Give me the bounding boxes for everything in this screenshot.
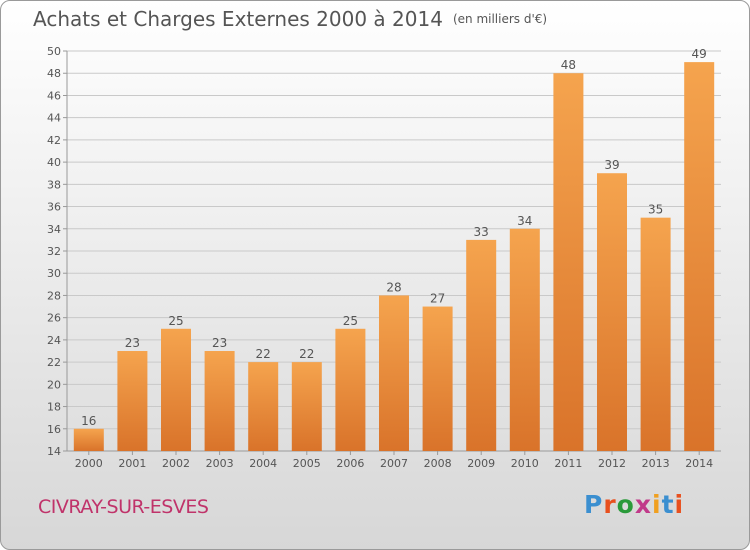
title-unit: (en milliers d'€) [452,12,548,26]
value-label: 27 [430,292,445,306]
bar [291,362,322,451]
y-tick-label: 20 [47,378,61,391]
y-tick-label: 40 [47,156,61,169]
bar [335,328,366,451]
value-label: 23 [125,336,140,350]
title-text: Achats et Charges Externes 2000 à 2014 [33,7,443,31]
y-tick-label: 50 [47,45,61,58]
x-tick-label: 2013 [642,457,670,470]
bar [248,362,279,451]
y-tick-label: 16 [47,423,61,436]
proxiti-logo: Proxiti [584,490,684,519]
x-tick-label: 2008 [424,457,452,470]
value-label: 22 [256,347,271,361]
logo-letter: t [661,490,675,519]
x-tick-label: 2000 [75,457,103,470]
bar [466,239,497,451]
y-tick-label: 22 [47,356,61,369]
y-tick-label: 42 [47,134,61,147]
value-label: 35 [648,203,663,217]
value-label: 22 [299,347,314,361]
x-tick-label: 2005 [293,457,321,470]
x-tick-label: 2009 [467,457,495,470]
y-tick-label: 14 [47,445,61,458]
town-name: CIVRAY-SUR-ESVES [38,496,209,518]
y-tick-label: 18 [47,401,61,414]
x-tick-label: 2012 [598,457,626,470]
bar [684,62,715,451]
bar [379,295,409,451]
y-tick-label: 28 [47,289,61,302]
value-label: 48 [561,58,576,72]
bar [597,173,627,451]
value-label: 25 [343,314,358,328]
x-tick-label: 2003 [206,457,234,470]
x-tick-label: 2014 [685,457,713,470]
value-label: 23 [212,336,227,350]
bar [117,351,148,451]
bar [422,306,453,451]
logo-letter: i [674,490,685,519]
y-tick-label: 38 [47,178,61,191]
logo-letter: r [603,490,617,519]
x-tick-label: 2007 [380,457,408,470]
chart-title: Achats et Charges Externes 2000 à 2014 (e… [33,7,547,31]
logo-letter: o [616,490,635,519]
value-label: 39 [604,158,619,172]
y-tick-label: 30 [47,267,61,280]
bar [509,228,540,451]
logo-letter: x [634,490,652,519]
x-tick-label: 2010 [511,457,539,470]
y-tick-label: 34 [47,223,61,236]
bar [640,217,671,451]
value-label: 16 [81,414,96,428]
y-tick-label: 46 [47,89,61,102]
value-label: 34 [517,214,532,228]
y-tick-label: 48 [47,67,61,80]
value-label: 28 [386,280,401,294]
bar [553,73,584,451]
x-tick-label: 2004 [249,457,277,470]
y-tick-label: 44 [47,112,61,125]
x-tick-label: 2002 [162,457,190,470]
value-label: 33 [474,225,489,239]
x-tick-label: 2001 [118,457,146,470]
y-tick-label: 36 [47,201,61,214]
y-tick-label: 26 [47,312,61,325]
logo-letter: i [652,490,662,519]
value-label: 25 [168,314,183,328]
logo-letter: P [584,490,604,519]
x-tick-label: 2011 [554,457,582,470]
bar [73,428,104,451]
value-label: 49 [692,47,707,61]
bar [204,351,235,451]
bar [161,328,191,451]
x-tick-label: 2006 [336,457,364,470]
y-tick-label: 24 [47,334,61,347]
y-tick-label: 32 [47,245,61,258]
